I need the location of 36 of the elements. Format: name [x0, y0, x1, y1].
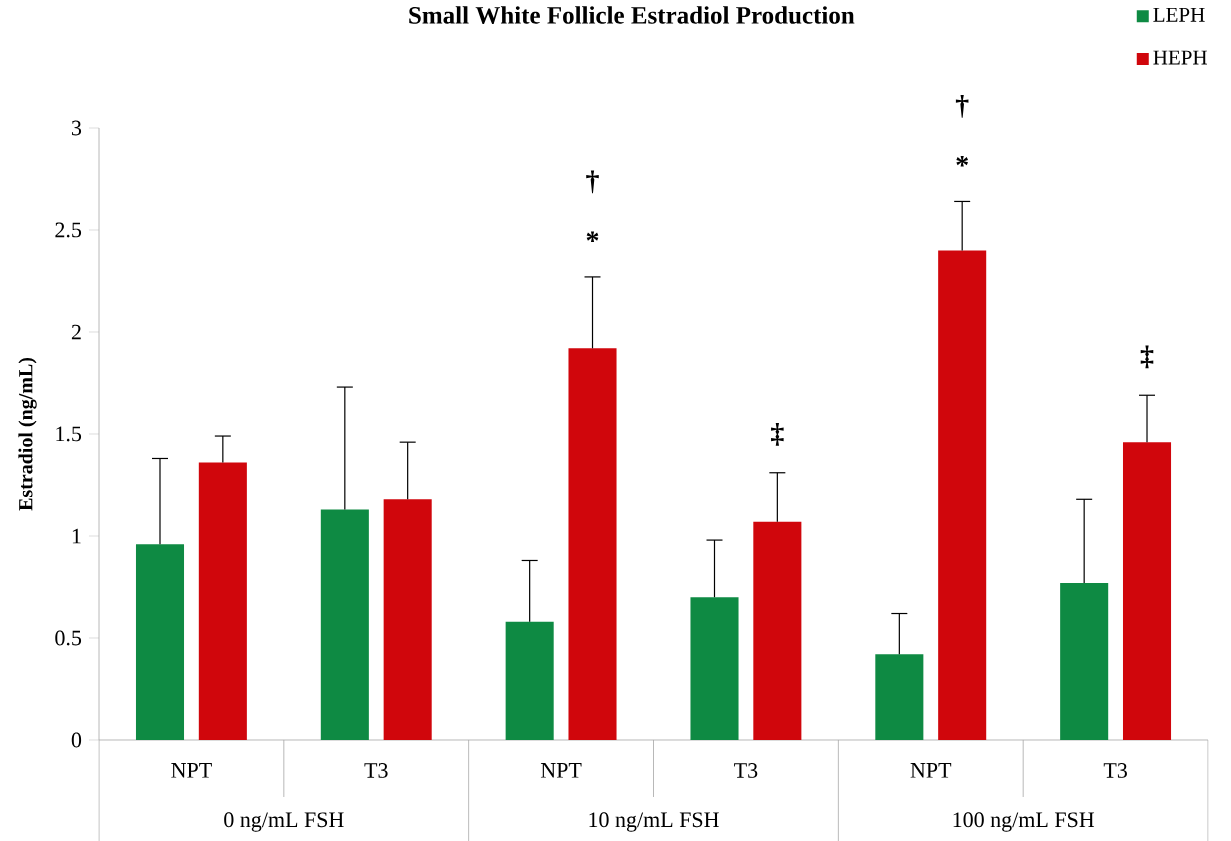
x-tick-label: T3: [734, 763, 758, 778]
legend-label: LEPH: [1153, 7, 1205, 22]
y-tick-label: 2: [71, 324, 81, 340]
bar: [383, 499, 432, 740]
legend-label: HEPH: [1153, 50, 1207, 65]
bar: [690, 597, 739, 740]
x-tick-label: NPT: [910, 763, 952, 778]
bar: [135, 544, 185, 740]
y-tick-label: 0.5: [55, 630, 82, 646]
bar: [320, 509, 369, 740]
y-tick-label: 1: [72, 528, 81, 544]
bar: [505, 621, 554, 740]
bar: [198, 462, 247, 740]
text: 10 ng/mL FSH: [589, 812, 719, 832]
bar: [753, 521, 802, 740]
chart-title: Small White Follicle Estradiol Production: [409, 6, 855, 24]
bar: [938, 250, 987, 740]
x-tick-label: NPT: [540, 763, 582, 778]
y-tick-label: 3: [72, 120, 82, 136]
data-label: ‡: [771, 422, 784, 446]
bar: [1122, 442, 1172, 740]
y-axis-title: Estradiol (ng/mL): [18, 357, 37, 511]
bar: [875, 654, 924, 740]
data-label: ‡: [1140, 345, 1154, 369]
text: † *: [586, 170, 599, 242]
bar: [1060, 582, 1109, 740]
text: † *: [955, 94, 969, 167]
x-tick-label: T3: [364, 763, 388, 778]
y-tick-label: 0: [71, 732, 82, 748]
text: 0 ng/mL FSH: [224, 812, 344, 832]
x-tick-label: NPT: [171, 763, 212, 778]
bar: [568, 348, 617, 740]
x-tick-label: T3: [1103, 763, 1127, 778]
y-tick-label: 2.5: [55, 222, 82, 238]
text: 100 ng/mL FSH: [953, 812, 1095, 832]
y-tick-label: 1.5: [56, 426, 82, 442]
